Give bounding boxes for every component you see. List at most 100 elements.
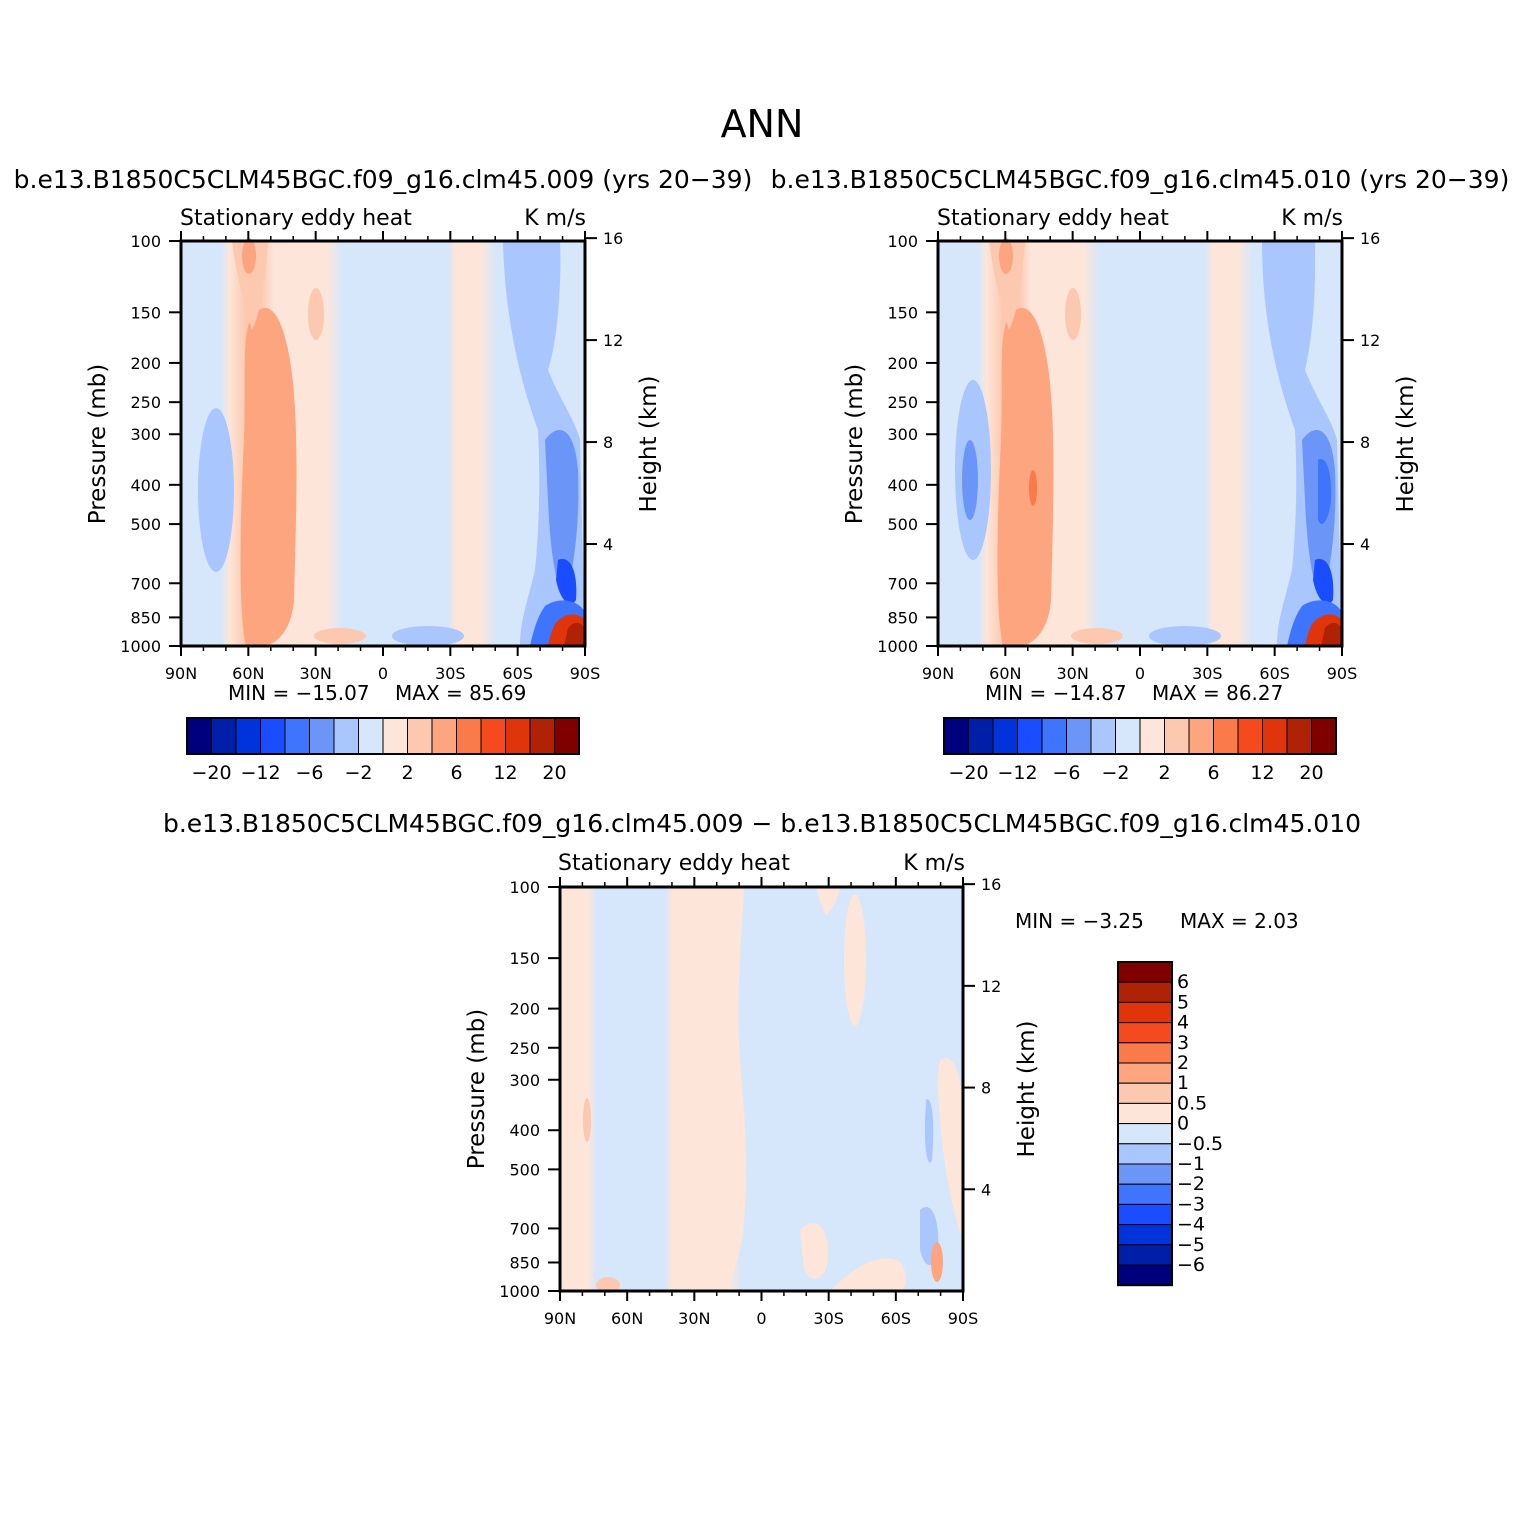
panel-c-colorbar-box: [1117, 1042, 1173, 1064]
panel-a-colorbar-box: [211, 717, 237, 755]
panel-c-colorbar-box: [1117, 1143, 1173, 1165]
panel-b-colorbar-label: −20: [948, 762, 988, 784]
panel-b-colorbar-box: [1164, 717, 1190, 755]
panel-c-x-tick-label: 30S: [813, 1309, 844, 1328]
panel-c-y-right-tick-label: 4: [981, 1180, 991, 1199]
panel-c-colorbar-label: 0: [1177, 1113, 1189, 1135]
panel-a-colorbar-label: −20: [191, 762, 231, 784]
panel-b-colorbar-box: [943, 717, 969, 755]
panel-c: b.e13.B1850C5CLM45BGC.f09_g16.clm45.009 …: [163, 809, 1361, 1328]
panel-c-colorbar-box: [1117, 1203, 1173, 1226]
panel-a-y-right-tick-label: 4: [603, 535, 613, 554]
panel-b-ylabel: Pressure (mb): [842, 364, 868, 524]
panel-a-y-tick-label: 150: [130, 303, 161, 322]
panel-a-ylabel: Pressure (mb): [85, 364, 111, 524]
panel-b-colorbar-box: [1286, 717, 1312, 755]
panel-c-y-tick-label: 1000: [499, 1282, 540, 1301]
panel-c-colorbar-box: [1117, 1102, 1173, 1125]
panel-b-title: b.e13.B1850C5CLM45BGC.f09_g16.clm45.010 …: [771, 165, 1510, 194]
panel-c-colorbar-label: −6: [1177, 1254, 1205, 1276]
panel-c-colorbar-frame: [1117, 961, 1173, 1287]
panel-a-ylabel-right: Height (km): [636, 375, 662, 512]
panel-b-y-tick-label: 300: [887, 425, 918, 444]
panel-a-colorbar-label: 6: [450, 762, 462, 784]
panel-a-colorbar-box: [333, 717, 359, 755]
panel-c-colorbar-label: 3: [1177, 1032, 1189, 1054]
panel-b-y-tick-label: 400: [887, 476, 918, 495]
panel-b-y-tick-label: 850: [887, 608, 918, 627]
panel-c-colorbar-label: −0.5: [1177, 1133, 1223, 1155]
panel-b-x-tick-label: 60N: [989, 664, 1021, 683]
panel-a-colorbar-box: [284, 717, 310, 755]
panel-a-colorbar-box: [382, 717, 408, 755]
panel-c-colorbar-label: −2: [1177, 1173, 1205, 1195]
panel-c-colorbar-box: [1117, 1163, 1173, 1185]
panel-c-y-right-tick-label: 16: [981, 875, 1001, 894]
panel-a-y-right-tick-label: 12: [603, 331, 623, 350]
panel-c-colorbar-label: 5: [1177, 991, 1189, 1013]
panel-a-colorbar: −20 −12 −6 −2 2 6 12 20: [186, 717, 580, 784]
panel-b-y-tick-label: 700: [887, 574, 918, 593]
panel-b-colorbar-box: [968, 717, 994, 755]
panel-a-colorbar-label: −12: [240, 762, 280, 784]
panel-a-colorbar-box: [260, 717, 286, 755]
panel-c-x-tick-label: 60N: [611, 1309, 643, 1328]
panel-a-field: [181, 238, 585, 646]
panel-b-colorbar-label: 20: [1299, 762, 1323, 784]
panel-b-colorbar-label: −12: [997, 762, 1037, 784]
panel-a-y-right-tick-label: 16: [603, 229, 623, 248]
panel-b-right-label: K m/s: [1281, 206, 1343, 231]
panel-b-y-tick-label: 150: [887, 303, 918, 322]
panel-c-colorbar-box: [1117, 961, 1173, 983]
panel-c-y-tick-label: 150: [509, 949, 540, 968]
panel-a-y-tick-label: 200: [130, 354, 161, 373]
panel-c-y-tick-label: 250: [509, 1039, 540, 1058]
panel-c-colorbar-label: 0.5: [1177, 1092, 1207, 1114]
panel-a-colorbar-label: 12: [493, 762, 517, 784]
panel-c-ylabel: Pressure (mb): [464, 1009, 490, 1169]
panel-b-x-tick-label: 90N: [922, 664, 954, 683]
panel-b-colorbar-box: [1066, 717, 1092, 755]
panel-b-x-tick-label: 60S: [1259, 664, 1290, 683]
panel-a-x-tick-label: 30S: [435, 664, 466, 683]
panel-a-y-tick-label: 850: [130, 608, 161, 627]
panel-a-y-right-tick-label: 8: [603, 433, 613, 452]
panel-b-colorbar-box: [1090, 717, 1116, 755]
panel-b-y-right-tick-label: 12: [1360, 331, 1380, 350]
panel-c-y-right-tick-label: 12: [981, 977, 1001, 996]
panel-b-colorbar-frame: [943, 717, 1337, 755]
panel-a-colorbar-box: [456, 717, 482, 755]
panel-c-ylabel-right: Height (km): [1014, 1020, 1040, 1157]
panel-c-left-label: Stationary eddy heat: [558, 851, 790, 876]
panel-b-y-right-tick-label: 4: [1360, 535, 1370, 554]
panel-a-x-tick-label: 60N: [232, 664, 264, 683]
panel-a-colorbar-box: [235, 717, 261, 755]
panel-a-y-tick-label: 400: [130, 476, 161, 495]
panel-b-left-label: Stationary eddy heat: [937, 206, 1169, 231]
panel-a-colorbar-box: [309, 717, 335, 755]
panel-c-field: [560, 887, 963, 1293]
panel-a-colorbar-label: 2: [401, 762, 413, 784]
panel-a-y-tick-label: 1000: [120, 637, 161, 656]
panel-b-x-tick-label: 90S: [1327, 664, 1358, 683]
panel-a-colorbar-box: [186, 717, 212, 755]
panel-b-y-tick-label: 250: [887, 393, 918, 412]
panel-c-colorbar-label: −1: [1177, 1153, 1205, 1175]
panel-a-colorbar-label: 20: [542, 762, 566, 784]
panel-b-colorbar: −20 −12 −6 −2 2 6 12 20: [943, 717, 1337, 784]
panel-c-y-tick-label: 400: [509, 1121, 540, 1140]
panel-c-y-tick-label: 300: [509, 1071, 540, 1090]
panel-c-colorbar-box: [1117, 1022, 1173, 1044]
panel-c-colorbar-box: [1117, 1082, 1173, 1104]
panel-b-x-tick-label: 30S: [1192, 664, 1223, 683]
panel-c-y-tick-label: 100: [509, 878, 540, 897]
panel-b-y-tick-label: 200: [887, 354, 918, 373]
panel-b-colorbar-label: 6: [1207, 762, 1219, 784]
panel-b-colorbar-box: [1188, 717, 1214, 755]
panel-c-y-tick-label: 700: [509, 1219, 540, 1238]
panel-c-colorbar-box: [1117, 1001, 1173, 1024]
panel-c-x-tick-label: 30N: [678, 1309, 710, 1328]
panel-a-y-tick-label: 300: [130, 425, 161, 444]
panel-a-colorbar-box: [431, 717, 457, 755]
